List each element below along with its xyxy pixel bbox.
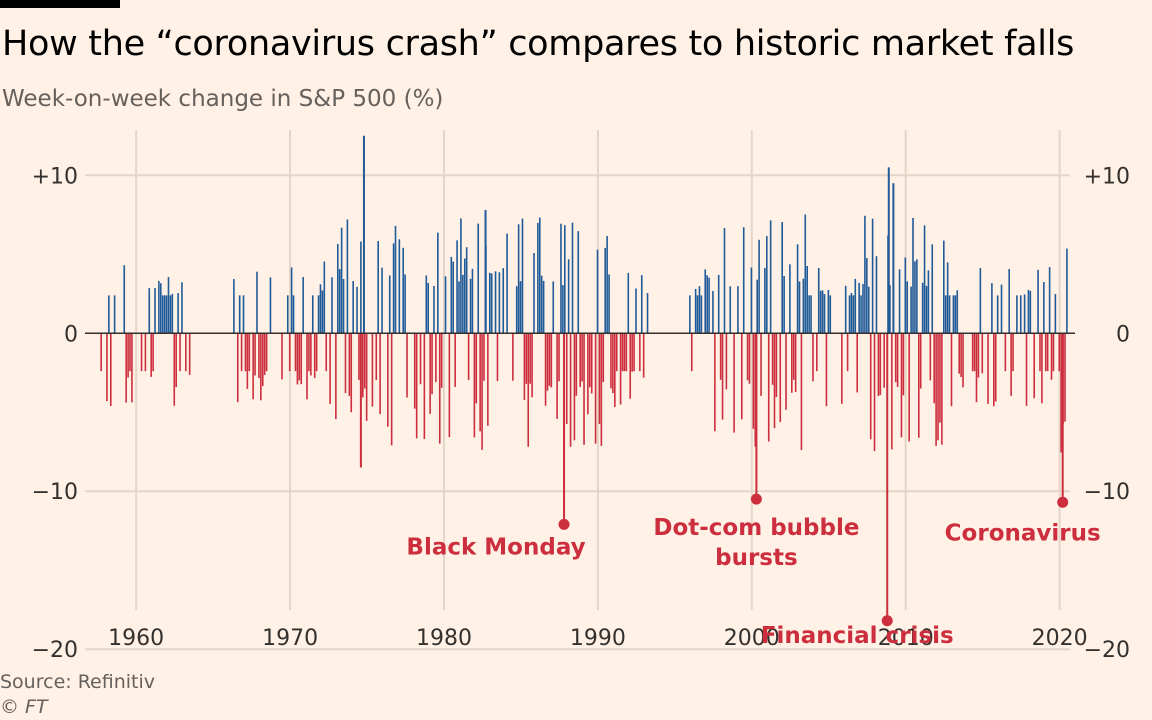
annotation-dot — [558, 518, 570, 530]
source-note: Source: Refinitiv — [0, 671, 155, 693]
x-tick-label: 2020 — [1032, 626, 1088, 651]
annotation-label: Black Monday — [406, 534, 585, 560]
chart-title: How the “coronavirus crash” compares to … — [2, 24, 1075, 64]
y-tick-label-left: −20 — [32, 638, 78, 663]
y-tick-label-left: −10 — [32, 480, 78, 505]
y-tick-label-right: +10 — [1084, 164, 1130, 189]
y-tick-label-right: 0 — [1116, 322, 1130, 347]
annotation-label: Financial crisis — [761, 623, 954, 649]
y-tick-label-left: 0 — [64, 322, 78, 347]
x-tick-label: 2010 — [878, 626, 934, 651]
copyright-note: © FT — [0, 696, 48, 718]
annotation-label: Dot-com bubble — [653, 515, 859, 541]
y-tick-label-right: −10 — [1084, 480, 1130, 505]
annotation-dot — [750, 493, 762, 505]
y-tick-label-left: +10 — [32, 164, 78, 189]
annotation-dot — [881, 615, 893, 627]
chart-subtitle: Week-on-week change in S&P 500 (%) — [2, 86, 444, 112]
annotation-dot — [1057, 496, 1069, 508]
x-tick-label: 1960 — [108, 626, 164, 651]
x-tick-label: 1990 — [570, 626, 626, 651]
ft-top-bar — [0, 0, 120, 8]
annotation-label: bursts — [715, 545, 798, 571]
bar-chart: +10 +10 0 0 −10 −10 −20 −20 1960 1970 1980 1990 2000… — [32, 130, 1130, 663]
annotation-label: Coronavirus — [945, 520, 1101, 546]
x-tick-label: 1970 — [262, 626, 318, 651]
x-tick-label: 2000 — [724, 626, 780, 651]
x-tick-label: 1980 — [416, 626, 472, 651]
y-tick-label-right: −20 — [1084, 638, 1130, 663]
